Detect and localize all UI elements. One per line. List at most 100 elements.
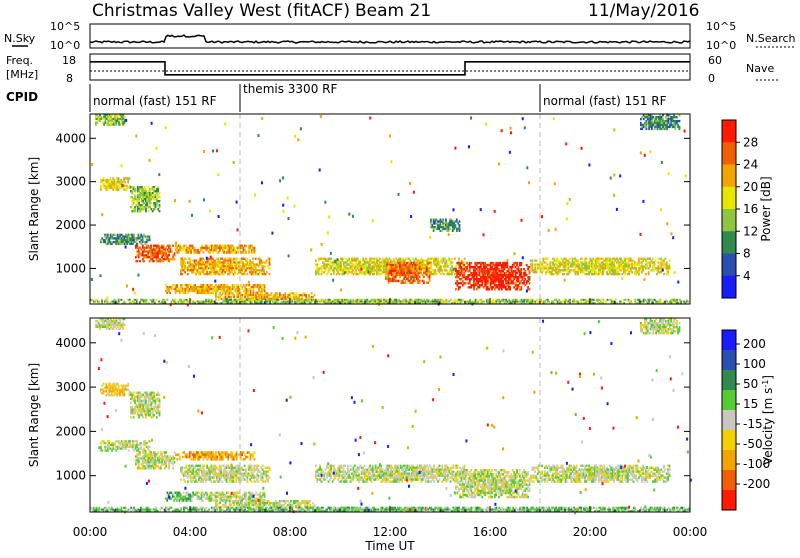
- power-cell: [266, 261, 268, 263]
- power-speckle: [509, 151, 511, 154]
- power-cell: [651, 128, 653, 130]
- power-cell: [339, 273, 341, 275]
- power-cell: [314, 294, 316, 296]
- power-speckle: [258, 134, 260, 137]
- power-speckle: [352, 215, 354, 218]
- power-speckle: [287, 197, 289, 200]
- power-colorbar-swatch: [722, 209, 736, 232]
- power-speckle: [528, 181, 530, 184]
- power-speckle: [613, 128, 615, 131]
- power-ytick-label: 4000: [55, 131, 86, 145]
- power-speckle: [132, 288, 134, 291]
- power-speckle: [413, 191, 415, 194]
- power-cell: [430, 267, 432, 269]
- power-speckle: [294, 205, 296, 208]
- power-cell: [459, 230, 461, 232]
- power-cell: [631, 271, 633, 273]
- power-speckle: [671, 232, 673, 235]
- power-speckle: [156, 147, 158, 150]
- power-speckle: [640, 151, 642, 154]
- power-cell: [577, 261, 579, 263]
- power-cell: [176, 284, 178, 286]
- power-cell: [602, 273, 604, 275]
- power-cell: [226, 284, 228, 286]
- power-cell: [343, 258, 345, 260]
- nsearch-label: N.Search: [746, 32, 796, 45]
- power-cell: [159, 206, 161, 208]
- power-speckle: [330, 252, 332, 255]
- power-cell: [284, 294, 286, 296]
- power-cell: [526, 282, 528, 284]
- power-cell: [296, 294, 298, 296]
- power-cell: [237, 258, 239, 260]
- power-colorbar-label: Power [dB]: [759, 176, 773, 241]
- power-cell: [248, 284, 250, 286]
- power-cell: [423, 282, 425, 284]
- power-cell: [157, 256, 159, 258]
- power-cell: [181, 273, 183, 275]
- power-speckle: [132, 199, 134, 202]
- power-cell: [446, 261, 448, 263]
- power-cell: [329, 269, 331, 271]
- power-speckle: [619, 174, 621, 177]
- power-cell: [593, 299, 595, 301]
- power-cell: [581, 258, 583, 260]
- power-cell: [148, 210, 150, 212]
- power-cell: [619, 273, 621, 275]
- power-cell: [423, 276, 425, 278]
- power-speckle: [261, 181, 263, 184]
- power-cell: [419, 282, 421, 284]
- power-speckle: [337, 258, 339, 261]
- power-speckle: [332, 279, 334, 282]
- power-cell: [143, 260, 145, 262]
- power-cell: [634, 261, 636, 263]
- power-cell: [459, 286, 461, 288]
- power-speckle: [429, 236, 431, 239]
- power-cell: [473, 288, 475, 290]
- power-cell: [245, 245, 247, 248]
- power-speckle: [410, 277, 412, 280]
- power-speckle: [410, 215, 412, 218]
- power-cell: [433, 230, 435, 232]
- power-speckle: [369, 117, 371, 120]
- power-cell: [483, 301, 485, 303]
- power-cell: [318, 273, 320, 275]
- nave-tick-top: 60: [708, 54, 722, 67]
- power-cell: [252, 258, 254, 260]
- power-cell: [123, 301, 125, 303]
- power-speckle: [672, 236, 674, 239]
- power-speckle: [320, 115, 322, 118]
- power-cell: [516, 264, 518, 266]
- power-ytick-label: 2000: [55, 218, 86, 232]
- power-speckle: [91, 163, 93, 166]
- power-cell: [100, 189, 102, 191]
- power-cell: [652, 258, 654, 260]
- power-speckle: [644, 154, 646, 157]
- power-cell: [171, 250, 173, 252]
- power-speckle: [367, 271, 369, 274]
- power-cell: [255, 267, 257, 269]
- velocity-cell: [98, 322, 100, 324]
- power-speckle: [158, 173, 160, 176]
- power-cell: [531, 261, 533, 263]
- power-speckle: [203, 198, 205, 201]
- power-speckle: [206, 257, 208, 260]
- power-speckle: [522, 256, 524, 259]
- power-cell: [635, 267, 637, 269]
- power-cell: [663, 273, 665, 275]
- power-cell: [182, 284, 184, 286]
- power-cell: [242, 261, 244, 263]
- power-cell: [136, 301, 138, 303]
- power-cell: [325, 269, 327, 271]
- power-colorbar-tick-label: 24: [743, 158, 758, 172]
- power-cell: [429, 280, 431, 282]
- power-cell: [215, 284, 217, 286]
- power-cell: [666, 261, 668, 263]
- power-speckle: [261, 117, 263, 120]
- power-speckle: [510, 127, 512, 130]
- power-speckle: [236, 201, 238, 204]
- power-cell: [195, 267, 197, 269]
- power-speckle: [610, 177, 612, 180]
- power-cell: [207, 284, 209, 286]
- power-speckle: [666, 222, 668, 225]
